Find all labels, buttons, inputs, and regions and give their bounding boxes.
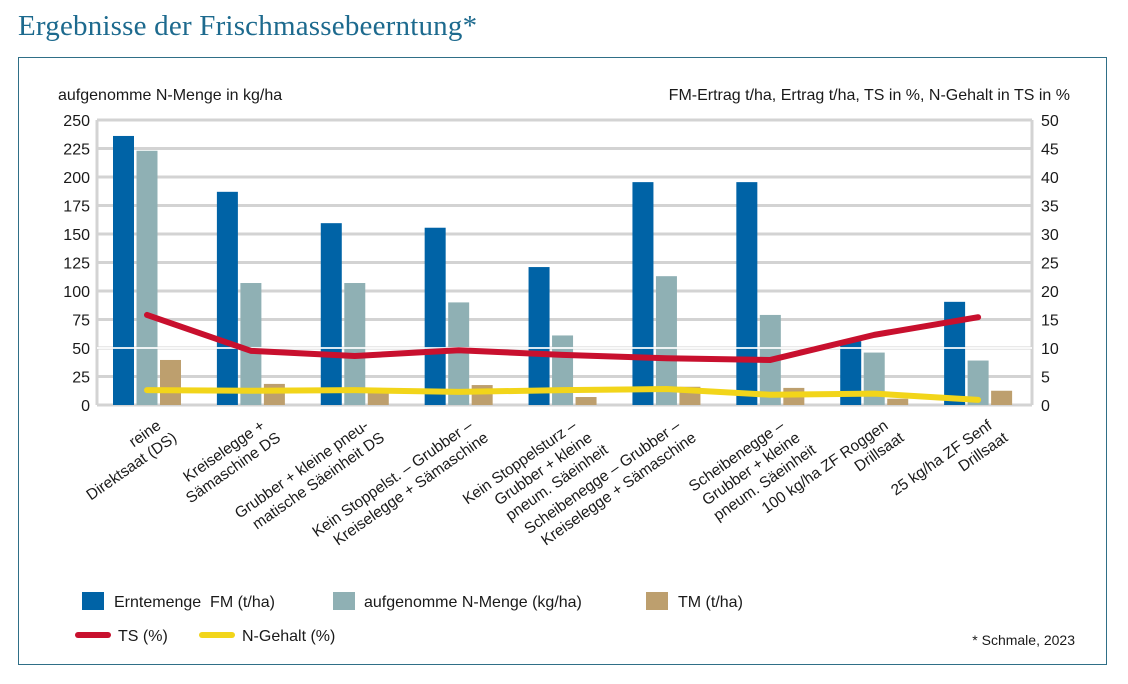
bar-tm — [160, 359, 181, 405]
legend-swatch-tm — [646, 592, 668, 610]
legend-label-fm: Erntemenge FM (t/ha) — [114, 594, 275, 611]
bar-n_menge — [967, 360, 989, 405]
y-tick-right: 5 — [1041, 370, 1050, 387]
bars — [97, 135, 1032, 405]
y-tick-right: 40 — [1041, 170, 1059, 187]
bar-fm — [944, 301, 966, 405]
bar-fm — [113, 135, 134, 405]
source-note: * Schmale, 2023 — [972, 632, 1075, 648]
y-tick-left: 50 — [72, 341, 90, 358]
y-tick-left: 0 — [81, 398, 90, 415]
y-tick-right: 20 — [1041, 284, 1059, 301]
bar-fm — [840, 341, 862, 405]
right-axis-ticks: 0 5 10 15 20 25 30 35 40 45 50 — [1041, 113, 1059, 415]
y-tick-right: 15 — [1041, 313, 1059, 330]
legend-label-tm: TM (t/ha) — [678, 594, 743, 611]
y-tick-left: 175 — [63, 199, 90, 216]
bar-n_menge — [344, 283, 366, 405]
chart-frame — [18, 57, 1107, 665]
lines — [144, 311, 982, 403]
bar-tm — [263, 383, 285, 405]
y-tick-left: 125 — [63, 256, 90, 273]
bar-n_menge — [863, 352, 885, 405]
right-axis-title: FM-Ertrag t/ha, Ertrag t/ha, TS in %, N-… — [669, 87, 1070, 104]
y-tick-left: 200 — [63, 170, 90, 187]
bar-fm — [632, 182, 654, 405]
bar-n_menge — [240, 283, 262, 405]
legend-swatch-fm — [82, 592, 104, 610]
y-tick-right: 10 — [1041, 341, 1059, 358]
bar-n_menge — [655, 276, 677, 405]
left-axis-ticks: 0 25 50 75 100 125 150 175 200 225 250 — [63, 113, 90, 415]
y-tick-right: 50 — [1041, 113, 1059, 130]
bar-tm — [887, 398, 909, 405]
y-tick-right: 0 — [1041, 398, 1050, 415]
y-tick-left: 150 — [63, 227, 90, 244]
bar-n_menge — [552, 335, 574, 405]
legend-label-n-menge: aufgenomme N-Menge (kg/ha) — [364, 594, 582, 611]
y-tick-right: 45 — [1041, 142, 1059, 159]
bar-n_menge — [136, 150, 158, 405]
legend-label-ts: TS (%) — [118, 628, 168, 645]
bar-fm — [216, 191, 238, 405]
bar-n_menge — [448, 302, 470, 405]
legend-swatch-n-menge — [333, 592, 355, 610]
y-tick-right: 30 — [1041, 227, 1059, 244]
y-tick-left: 25 — [72, 370, 90, 387]
bar-tm — [367, 391, 389, 405]
y-tick-left: 75 — [72, 313, 90, 330]
left-axis-title: aufgenomme N-Menge in kg/ha — [58, 87, 282, 104]
legend: Erntemenge FM (t/ha) aufgenomme N-Menge … — [75, 592, 743, 645]
y-tick-left: 100 — [63, 284, 90, 301]
bar-fm — [424, 227, 446, 405]
y-tick-left: 250 — [63, 113, 90, 130]
legend-label-n-gehalt: N-Gehalt (%) — [242, 628, 335, 645]
bar-fm — [528, 267, 550, 405]
bar-tm — [471, 385, 493, 405]
bar-fm — [320, 223, 342, 405]
bar-tm — [991, 390, 1013, 405]
y-tick-right: 25 — [1041, 256, 1059, 273]
bar-tm — [575, 397, 597, 405]
y-tick-left: 225 — [63, 142, 90, 159]
y-tick-right: 35 — [1041, 199, 1059, 216]
bar-fm — [736, 182, 758, 405]
page-title: Ergebnisse der Frischmassebeerntung* — [18, 10, 478, 42]
